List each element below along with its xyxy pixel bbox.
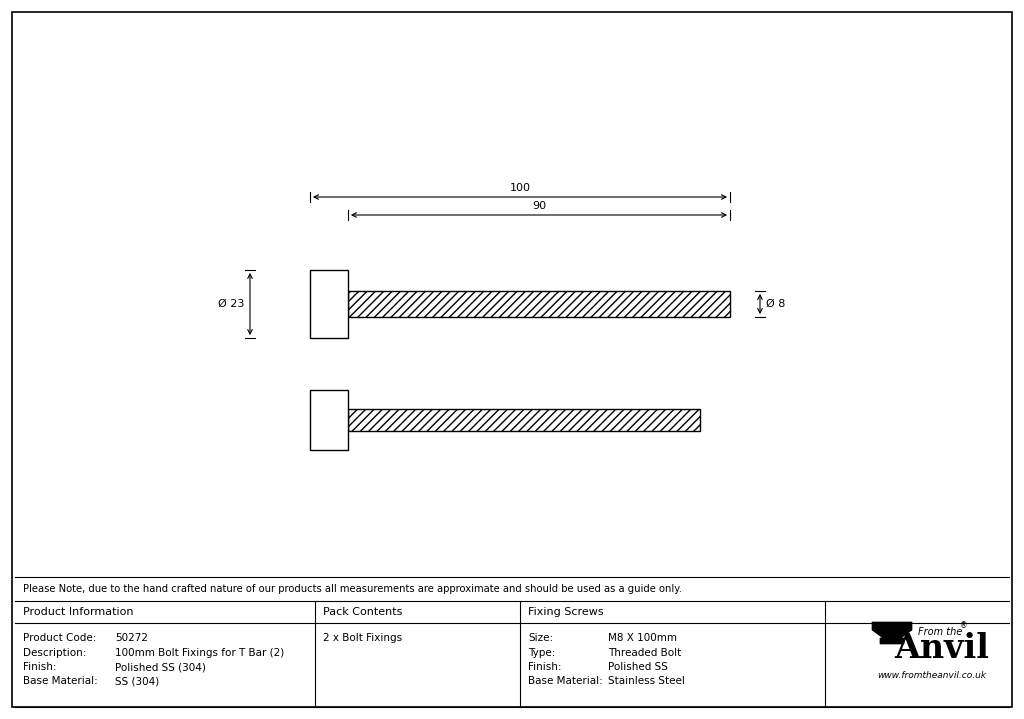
Text: Finish:: Finish: — [23, 662, 56, 672]
Text: Base Material:: Base Material: — [23, 677, 97, 687]
Bar — [348, 291, 730, 317]
Text: Description:: Description: — [23, 648, 86, 657]
Text: Product Information: Product Information — [23, 607, 133, 617]
Text: Fixing Screws: Fixing Screws — [528, 607, 603, 617]
Text: Pack Contents: Pack Contents — [323, 607, 402, 617]
Text: Product Code:: Product Code: — [23, 633, 96, 643]
Text: 100: 100 — [510, 183, 530, 193]
Text: Base Material:: Base Material: — [528, 677, 603, 687]
Text: M8 X 100mm: M8 X 100mm — [608, 633, 677, 643]
Text: Anvil: Anvil — [895, 633, 989, 666]
Text: Finish:: Finish: — [528, 662, 561, 672]
Text: Ø 23: Ø 23 — [218, 299, 244, 309]
Text: Ø 8: Ø 8 — [766, 299, 785, 309]
Text: SS (304): SS (304) — [115, 677, 160, 687]
Text: Polished SS (304): Polished SS (304) — [115, 662, 206, 672]
Bar — [348, 409, 700, 431]
Text: ®: ® — [961, 621, 968, 631]
Bar — [310, 270, 348, 338]
Text: 50272: 50272 — [115, 633, 148, 643]
Text: 100mm Bolt Fixings for T Bar (2): 100mm Bolt Fixings for T Bar (2) — [115, 648, 285, 657]
Text: From the: From the — [918, 627, 963, 637]
Text: Polished SS: Polished SS — [608, 662, 668, 672]
Text: Please Note, due to the hand crafted nature of our products all measurements are: Please Note, due to the hand crafted nat… — [23, 584, 682, 594]
Bar — [310, 390, 348, 450]
Text: Size:: Size: — [528, 633, 553, 643]
Text: 90: 90 — [531, 201, 546, 211]
Text: Stainless Steel: Stainless Steel — [608, 677, 685, 687]
Text: www.fromtheanvil.co.uk: www.fromtheanvil.co.uk — [878, 672, 986, 680]
Polygon shape — [872, 622, 912, 644]
Text: Threaded Bolt: Threaded Bolt — [608, 648, 681, 657]
Text: Type:: Type: — [528, 648, 555, 657]
Text: 2 x Bolt Fixings: 2 x Bolt Fixings — [323, 633, 402, 643]
